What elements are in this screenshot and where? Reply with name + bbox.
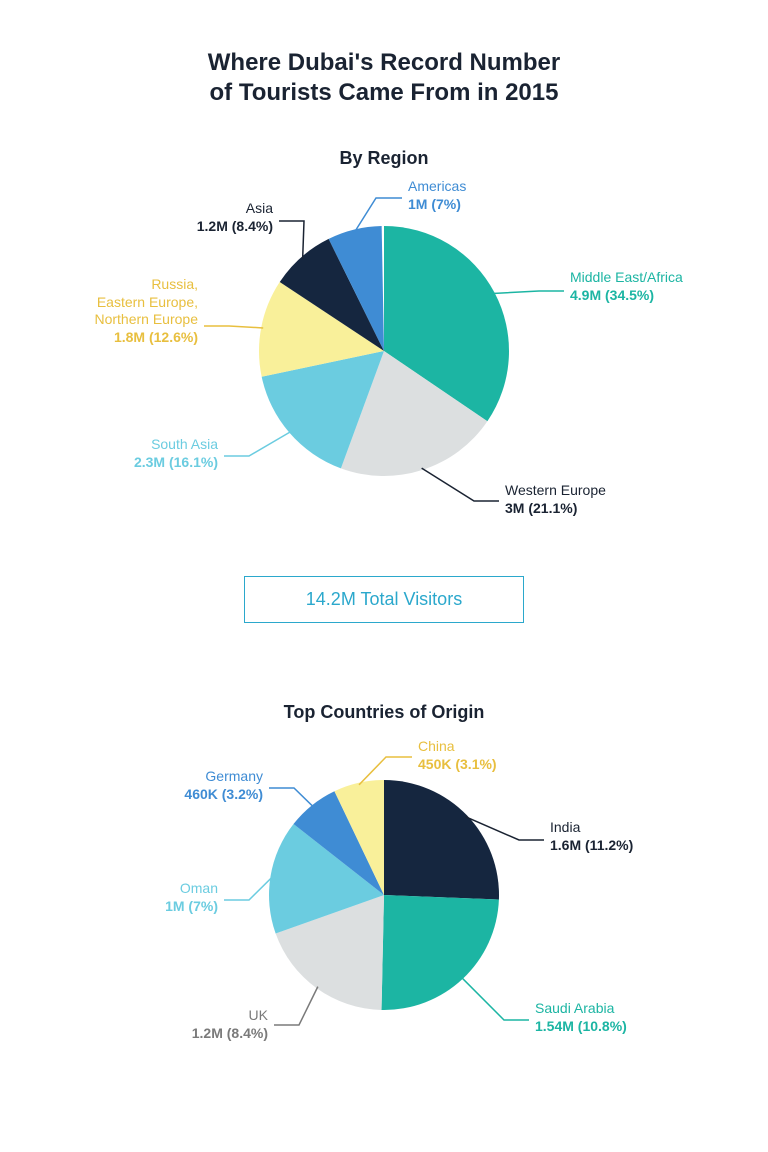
pie-label-value: 1.54M (10.8%) [535, 1018, 627, 1036]
pie-label-name: Saudi Arabia [535, 1000, 627, 1018]
pie-label: Oman1M (7%) [165, 880, 218, 915]
pie-slice [384, 780, 499, 900]
pie-label-name: Germany [184, 768, 263, 786]
pie-label: China450K (3.1%) [418, 738, 497, 773]
pie-label: Germany460K (3.2%) [184, 768, 263, 803]
pie-label-value: 1.2M (8.4%) [192, 1025, 268, 1043]
pie-label-value: 4.9M (34.5%) [570, 287, 683, 305]
leader-line [269, 788, 313, 807]
pie-label-name: Russia,Eastern Europe,Northern Europe [94, 276, 198, 329]
chart1-svg [0, 186, 768, 546]
title-line1: Where Dubai's Record Number [208, 49, 560, 76]
countries-pie-chart: India1.6M (11.2%) Saudi Arabia1.54M (10.8… [0, 740, 768, 1100]
chart2-svg [0, 740, 768, 1100]
chart1-subtitle: By Region [0, 148, 768, 169]
pie-label-value: 1M (7%) [408, 196, 466, 214]
pie-label-value: 450K (3.1%) [418, 756, 497, 774]
pie-label-value: 1.6M (11.2%) [550, 837, 633, 855]
pie-label-value: 3M (21.1%) [505, 500, 606, 518]
title-line2: of Tourists Came From in 2015 [210, 79, 559, 106]
pie-label: Russia,Eastern Europe,Northern Europe1.8… [94, 276, 198, 346]
pie-label: Americas1M (7%) [408, 178, 466, 213]
leader-line [422, 468, 499, 501]
leader-line [461, 977, 529, 1020]
total-visitors-box: 14.2M Total Visitors [244, 576, 524, 623]
pie-label-name: China [418, 738, 497, 756]
pie-label-value: 1M (7%) [165, 898, 218, 916]
pie-label-name: Middle East/Africa [570, 269, 683, 287]
region-pie-chart: Middle East/Africa4.9M (34.5%) Western Eu… [0, 186, 768, 546]
pie-label-name: India [550, 819, 633, 837]
total-visitors-text: 14.2M Total Visitors [306, 589, 462, 609]
pie-label: Saudi Arabia1.54M (10.8%) [535, 1000, 627, 1035]
pie-label: Middle East/Africa4.9M (34.5%) [570, 269, 683, 304]
pie-label-name: Oman [165, 880, 218, 898]
pie-label: UK1.2M (8.4%) [192, 1007, 268, 1042]
pie-label: South Asia2.3M (16.1%) [134, 436, 218, 471]
main-title: Where Dubai's Record Number of Tourists … [0, 48, 768, 108]
pie-label-value: 460K (3.2%) [184, 786, 263, 804]
pie-label: India1.6M (11.2%) [550, 819, 633, 854]
pie-label: Asia1.2M (8.4%) [197, 200, 273, 235]
leader-line [279, 221, 304, 259]
leader-line [274, 987, 318, 1025]
pie-label-name: Americas [408, 178, 466, 196]
leader-line [493, 291, 564, 293]
pie-label-value: 2.3M (16.1%) [134, 454, 218, 472]
pie-label-name: UK [192, 1007, 268, 1025]
pie-label-value: 1.8M (12.6%) [94, 329, 198, 347]
pie-slice [382, 895, 499, 1010]
pie-label: Western Europe3M (21.1%) [505, 482, 606, 517]
pie-label-value: 1.2M (8.4%) [197, 218, 273, 236]
pie-label-name: South Asia [134, 436, 218, 454]
pie-label-name: Western Europe [505, 482, 606, 500]
leader-line [204, 326, 263, 328]
chart2-subtitle: Top Countries of Origin [0, 702, 768, 723]
leader-line [224, 431, 291, 456]
leader-line [224, 877, 272, 900]
pie-label-name: Asia [197, 200, 273, 218]
